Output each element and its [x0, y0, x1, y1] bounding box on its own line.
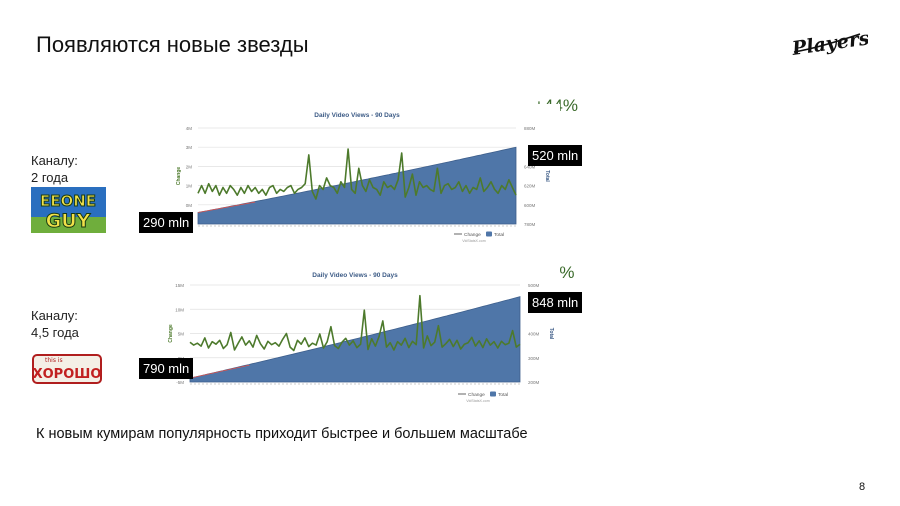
- channel-age-1: Каналу: 2 года: [31, 152, 78, 186]
- right-tick-label: 780M: [524, 222, 536, 227]
- chart-2-svg: Daily Video Views - 90 Days 15M 500M 10M 5M 4…: [168, 272, 554, 403]
- change-line-series: [189, 294, 521, 352]
- y-axis-label-right: Total: [544, 170, 550, 182]
- change-line-series: [197, 148, 517, 200]
- legend-change-label: Change: [468, 392, 485, 398]
- channel-age-value: 2 года: [31, 170, 69, 185]
- left-tick-label: 10M: [175, 307, 184, 312]
- horosho-logo: this is ХОРОШО: [31, 349, 103, 387]
- left-tick-label: 2M: [186, 164, 193, 169]
- end-value-label-1: 520 mln: [528, 145, 583, 166]
- chart-source: VidStatsX.com: [462, 239, 486, 243]
- right-tick-label: 300M: [528, 356, 540, 361]
- slide-footer: К новым кумирам популярность приходит бы…: [36, 426, 528, 442]
- left-tick-label: 4M: [186, 126, 193, 131]
- channel-age-label: Каналу:: [31, 308, 78, 323]
- chart-channel-1: Daily Video Views - 90 Days 4M 880M 3M 2M 640…: [168, 104, 560, 256]
- logo-text: Players: [790, 28, 868, 60]
- players-logo: Players: [788, 27, 871, 60]
- total-area-series: [189, 296, 521, 383]
- right-tick-label: 500M: [528, 283, 540, 288]
- chart-title: Daily Video Views - 90 Days: [312, 272, 398, 279]
- chart-channel-2: Daily Video Views - 90 Days 15M 500M 10M 5M 4…: [164, 266, 560, 412]
- left-tick-label: 0M: [186, 203, 193, 208]
- total-start-accent: [197, 201, 256, 213]
- left-tick-label: -5M: [176, 380, 184, 385]
- y-axis-label-left: Change: [168, 324, 174, 343]
- eeoneguy-logo-line2: GUY: [46, 210, 91, 232]
- left-tick-label: 5M: [178, 332, 185, 337]
- total-start-accent: [189, 364, 250, 379]
- start-value-label-2: 790 mln: [139, 358, 194, 379]
- slide-title: Появляются новые звезды: [36, 32, 309, 57]
- channel-age-value: 4,5 года: [31, 325, 79, 340]
- left-tick-label: 1M: [186, 184, 193, 189]
- chart-title: Daily Video Views - 90 Days: [314, 112, 400, 119]
- end-value-label-2: 848 mln: [528, 292, 583, 313]
- y-axis-label-right: Total: [548, 328, 554, 340]
- channel-age-label: Каналу:: [31, 153, 78, 168]
- start-value-label-1: 290 mln: [139, 212, 194, 233]
- legend-total-label: Total: [494, 232, 504, 238]
- right-tick-label: 880M: [524, 126, 536, 131]
- right-tick-label: 400M: [528, 332, 540, 337]
- eeoneguy-logo-line1: EEONE: [40, 192, 96, 210]
- page-number: 8: [859, 481, 866, 493]
- legend-total-label: Total: [498, 392, 508, 398]
- legend-change-label: Change: [464, 232, 481, 238]
- right-tick-label: 620M: [524, 184, 536, 189]
- horosho-logo-small: this is: [45, 357, 63, 364]
- left-tick-label: 3M: [186, 145, 193, 150]
- y-axis-label-left: Change: [176, 167, 182, 186]
- left-tick-label: 15M: [175, 283, 184, 288]
- channel-age-2: Каналу: 4,5 года: [31, 307, 79, 341]
- eeoneguy-logo: EEONE GUY: [31, 187, 106, 233]
- right-tick-label: 640M: [524, 164, 536, 169]
- chart-source: VidStatsX.com: [466, 399, 490, 403]
- horosho-logo-text: ХОРОШО: [33, 367, 102, 382]
- right-tick-label: 600M: [524, 203, 536, 208]
- chart-1-svg: Daily Video Views - 90 Days 4M 880M 3M 2M 640…: [176, 112, 550, 243]
- legend-total-swatch: [486, 231, 492, 237]
- right-tick-label: 200M: [528, 380, 540, 385]
- legend-total-swatch: [490, 391, 496, 397]
